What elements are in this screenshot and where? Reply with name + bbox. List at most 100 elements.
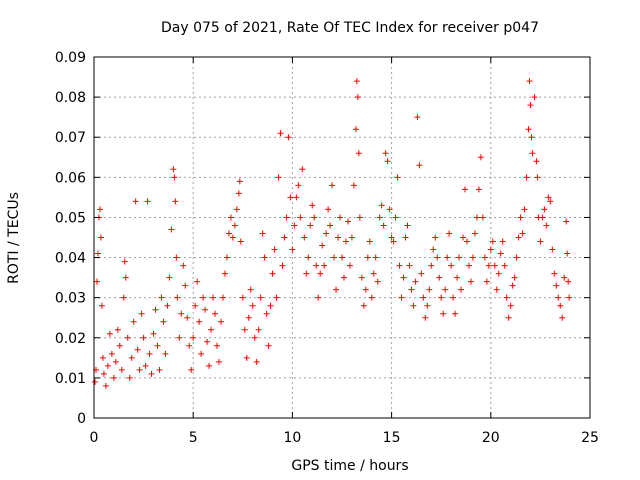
data-point <box>178 310 185 317</box>
x-axis: 0 5 10 15 20 25 <box>90 57 599 446</box>
data-point <box>384 158 391 165</box>
data-point <box>114 326 121 333</box>
data-point <box>380 222 387 229</box>
data-point <box>410 302 417 309</box>
data-point <box>257 294 264 301</box>
data-point <box>235 190 242 197</box>
data-point <box>348 234 355 241</box>
data-point <box>372 254 379 261</box>
data-point <box>96 206 103 213</box>
y-tick-label: 0.09 <box>55 50 86 66</box>
data-point <box>128 354 135 361</box>
data-point <box>327 222 334 229</box>
data-point <box>408 286 415 293</box>
data-point <box>164 302 171 309</box>
data-point <box>124 334 131 341</box>
data-point <box>534 174 541 181</box>
x-tick-label: 0 <box>90 430 99 446</box>
data-point <box>386 206 393 213</box>
y-tick-label: 0.06 <box>55 170 86 186</box>
data-point <box>465 262 472 269</box>
data-point <box>358 274 365 281</box>
data-point <box>186 342 193 349</box>
data-points <box>91 78 573 389</box>
data-point <box>108 350 115 357</box>
data-point <box>519 230 526 237</box>
data-point <box>366 238 373 245</box>
data-point <box>237 238 244 245</box>
data-point <box>122 274 129 281</box>
data-point <box>152 306 159 313</box>
data-point <box>420 294 427 301</box>
data-point <box>243 354 250 361</box>
data-point <box>120 294 127 301</box>
data-point <box>364 254 371 261</box>
data-point <box>545 194 552 201</box>
data-point <box>204 338 211 345</box>
data-point <box>162 350 169 357</box>
data-point <box>398 294 405 301</box>
data-point <box>352 126 359 133</box>
data-point <box>315 294 322 301</box>
data-point <box>517 214 524 221</box>
data-point <box>527 102 534 109</box>
data-point <box>166 274 173 281</box>
data-point <box>350 182 357 189</box>
y-tick-label: 0.05 <box>55 210 86 226</box>
data-point <box>434 254 441 261</box>
data-point <box>483 278 490 285</box>
data-point <box>265 342 272 349</box>
data-point <box>301 234 308 241</box>
x-tick-label: 10 <box>283 430 301 446</box>
data-point <box>176 334 183 341</box>
y-tick-label: 0.03 <box>55 291 86 307</box>
data-point <box>555 294 562 301</box>
data-point <box>112 358 119 365</box>
data-point <box>331 254 338 261</box>
y-tick-label: 0.02 <box>55 331 86 347</box>
data-point <box>110 374 117 381</box>
data-point <box>184 314 191 321</box>
x-tick-label: 15 <box>383 430 401 446</box>
data-point <box>245 314 252 321</box>
data-point <box>565 278 572 285</box>
data-point <box>370 270 377 277</box>
data-point <box>200 294 207 301</box>
data-point <box>267 302 274 309</box>
data-point <box>297 214 304 221</box>
data-point <box>501 262 508 269</box>
data-point <box>138 310 145 317</box>
data-point <box>414 114 421 121</box>
data-point <box>311 214 318 221</box>
data-point <box>539 214 546 221</box>
data-point <box>225 230 232 237</box>
data-point <box>275 174 282 181</box>
data-point <box>394 174 401 181</box>
data-point <box>212 310 219 317</box>
data-point <box>219 294 226 301</box>
data-point <box>241 326 248 333</box>
data-point <box>325 206 332 213</box>
data-point <box>525 126 532 133</box>
data-point <box>335 234 342 241</box>
data-point <box>533 158 540 165</box>
data-point <box>551 270 558 277</box>
data-point <box>221 270 228 277</box>
data-point <box>430 246 437 253</box>
data-point <box>462 186 469 193</box>
data-point <box>454 274 461 281</box>
data-point <box>450 294 457 301</box>
data-point <box>471 230 478 237</box>
data-point <box>227 214 234 221</box>
data-point <box>458 286 465 293</box>
data-point <box>475 186 482 193</box>
data-point <box>333 286 340 293</box>
data-point <box>360 302 367 309</box>
data-point <box>146 350 153 357</box>
data-point <box>473 214 480 221</box>
data-point <box>148 370 155 377</box>
data-point <box>382 150 389 157</box>
data-point <box>269 270 276 277</box>
data-point <box>313 262 320 269</box>
